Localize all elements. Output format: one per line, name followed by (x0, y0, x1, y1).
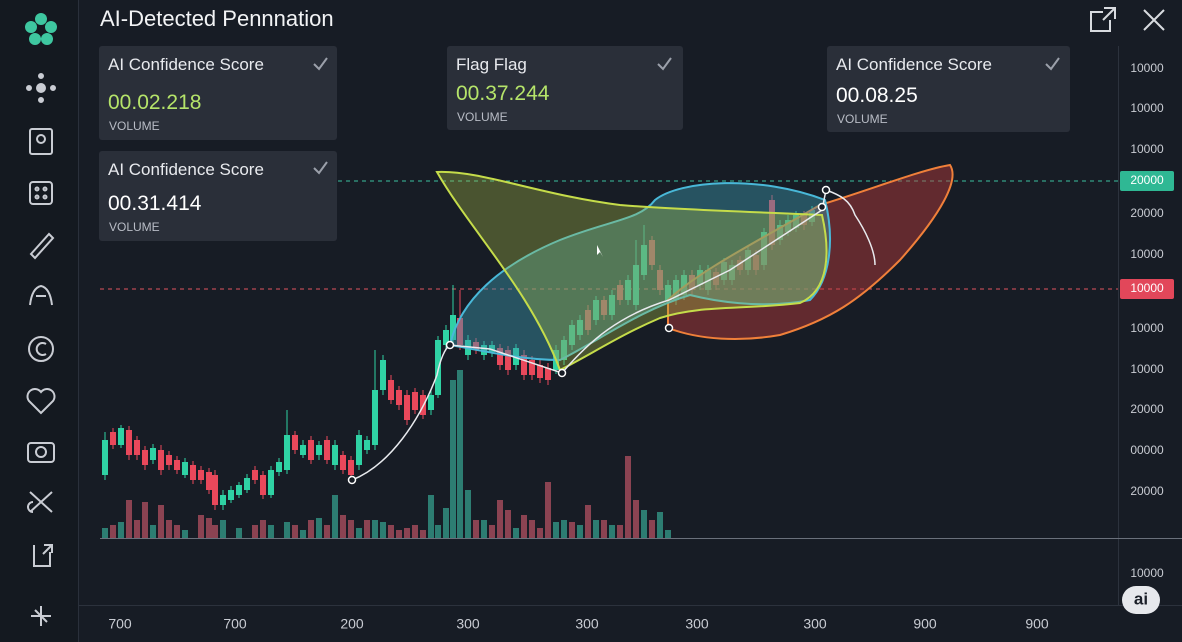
card-title: AI Confidence Score (108, 55, 264, 74)
cursor (597, 245, 603, 257)
support-price: 20000 (1130, 173, 1164, 187)
sidebar-icons[interactable] (26, 73, 56, 626)
metric-card[interactable]: AI Confidence Score 00.08.25 VOLUME (827, 46, 1070, 132)
resistance-price-tag (1120, 279, 1174, 299)
card-value: 00.02.218 (108, 91, 202, 114)
metric-card[interactable]: Flag Flag 00.37.244 VOLUME (447, 46, 683, 130)
time-label: 300 (456, 616, 480, 632)
time-label: 900 (913, 616, 937, 632)
blue-zone (448, 182, 831, 362)
card-value: 00.08.25 (836, 84, 918, 107)
ai-badge[interactable] (1122, 586, 1160, 614)
price-label: 10000 (1130, 61, 1164, 75)
trend-line (351, 189, 876, 481)
time-label: 200 (340, 616, 364, 632)
card-title: AI Confidence Score (836, 55, 992, 74)
yellow-zone (435, 170, 828, 372)
candle-bodies-red (110, 200, 807, 505)
metric-card[interactable]: AI Confidence Score 00.02.218 VOLUME (99, 46, 337, 140)
time-label: 900 (1025, 616, 1049, 632)
pattern-points[interactable] (347, 185, 831, 485)
time-label: 700 (223, 616, 247, 632)
card-value: 00.37.244 (456, 82, 550, 105)
price-label: 10000 (1130, 566, 1164, 580)
price-label: 20000 (1130, 402, 1164, 416)
card-label: VOLUME (109, 119, 160, 133)
window-controls[interactable] (1090, 7, 1165, 32)
orange-zone (667, 163, 954, 341)
price-label: 10000 (1130, 321, 1164, 335)
card-title: AI Confidence Score (108, 160, 264, 179)
card-title: Flag Flag (456, 55, 527, 74)
card-value: 00.31.414 (108, 192, 202, 215)
time-label: 300 (575, 616, 599, 632)
support-price-tag (1120, 171, 1174, 191)
price-label: 10000 (1130, 101, 1164, 115)
sidebar (0, 0, 78, 642)
card-label: VOLUME (457, 110, 508, 124)
page-title: AI-Detected Pennnation (100, 6, 334, 31)
card-label: VOLUME (837, 112, 888, 126)
price-label: 10000 (1130, 362, 1164, 376)
volume-bars-red (110, 456, 655, 538)
logo (25, 13, 57, 45)
price-label: 10000 (1130, 247, 1164, 261)
time-label: 700 (108, 616, 132, 632)
price-label: 00000 (1130, 443, 1164, 457)
time-label: 300 (803, 616, 827, 632)
price-label: 10000 (1130, 142, 1164, 156)
price-label: 20000 (1130, 206, 1164, 220)
time-axis: 700 700 200 300 300 300 300 900 900 (108, 616, 1049, 632)
metric-card[interactable]: AI Confidence Score 00.31.414 VOLUME (99, 151, 337, 241)
card-label: VOLUME (109, 220, 160, 234)
volume-bars-green (102, 370, 671, 538)
ai-badge-text: ai (1134, 589, 1148, 608)
time-label: 300 (685, 616, 709, 632)
price-axis: 10000 10000 10000 20000 10000 10000 1000… (1130, 61, 1164, 580)
price-label: 20000 (1130, 484, 1164, 498)
resistance-price: 10000 (1130, 281, 1164, 295)
